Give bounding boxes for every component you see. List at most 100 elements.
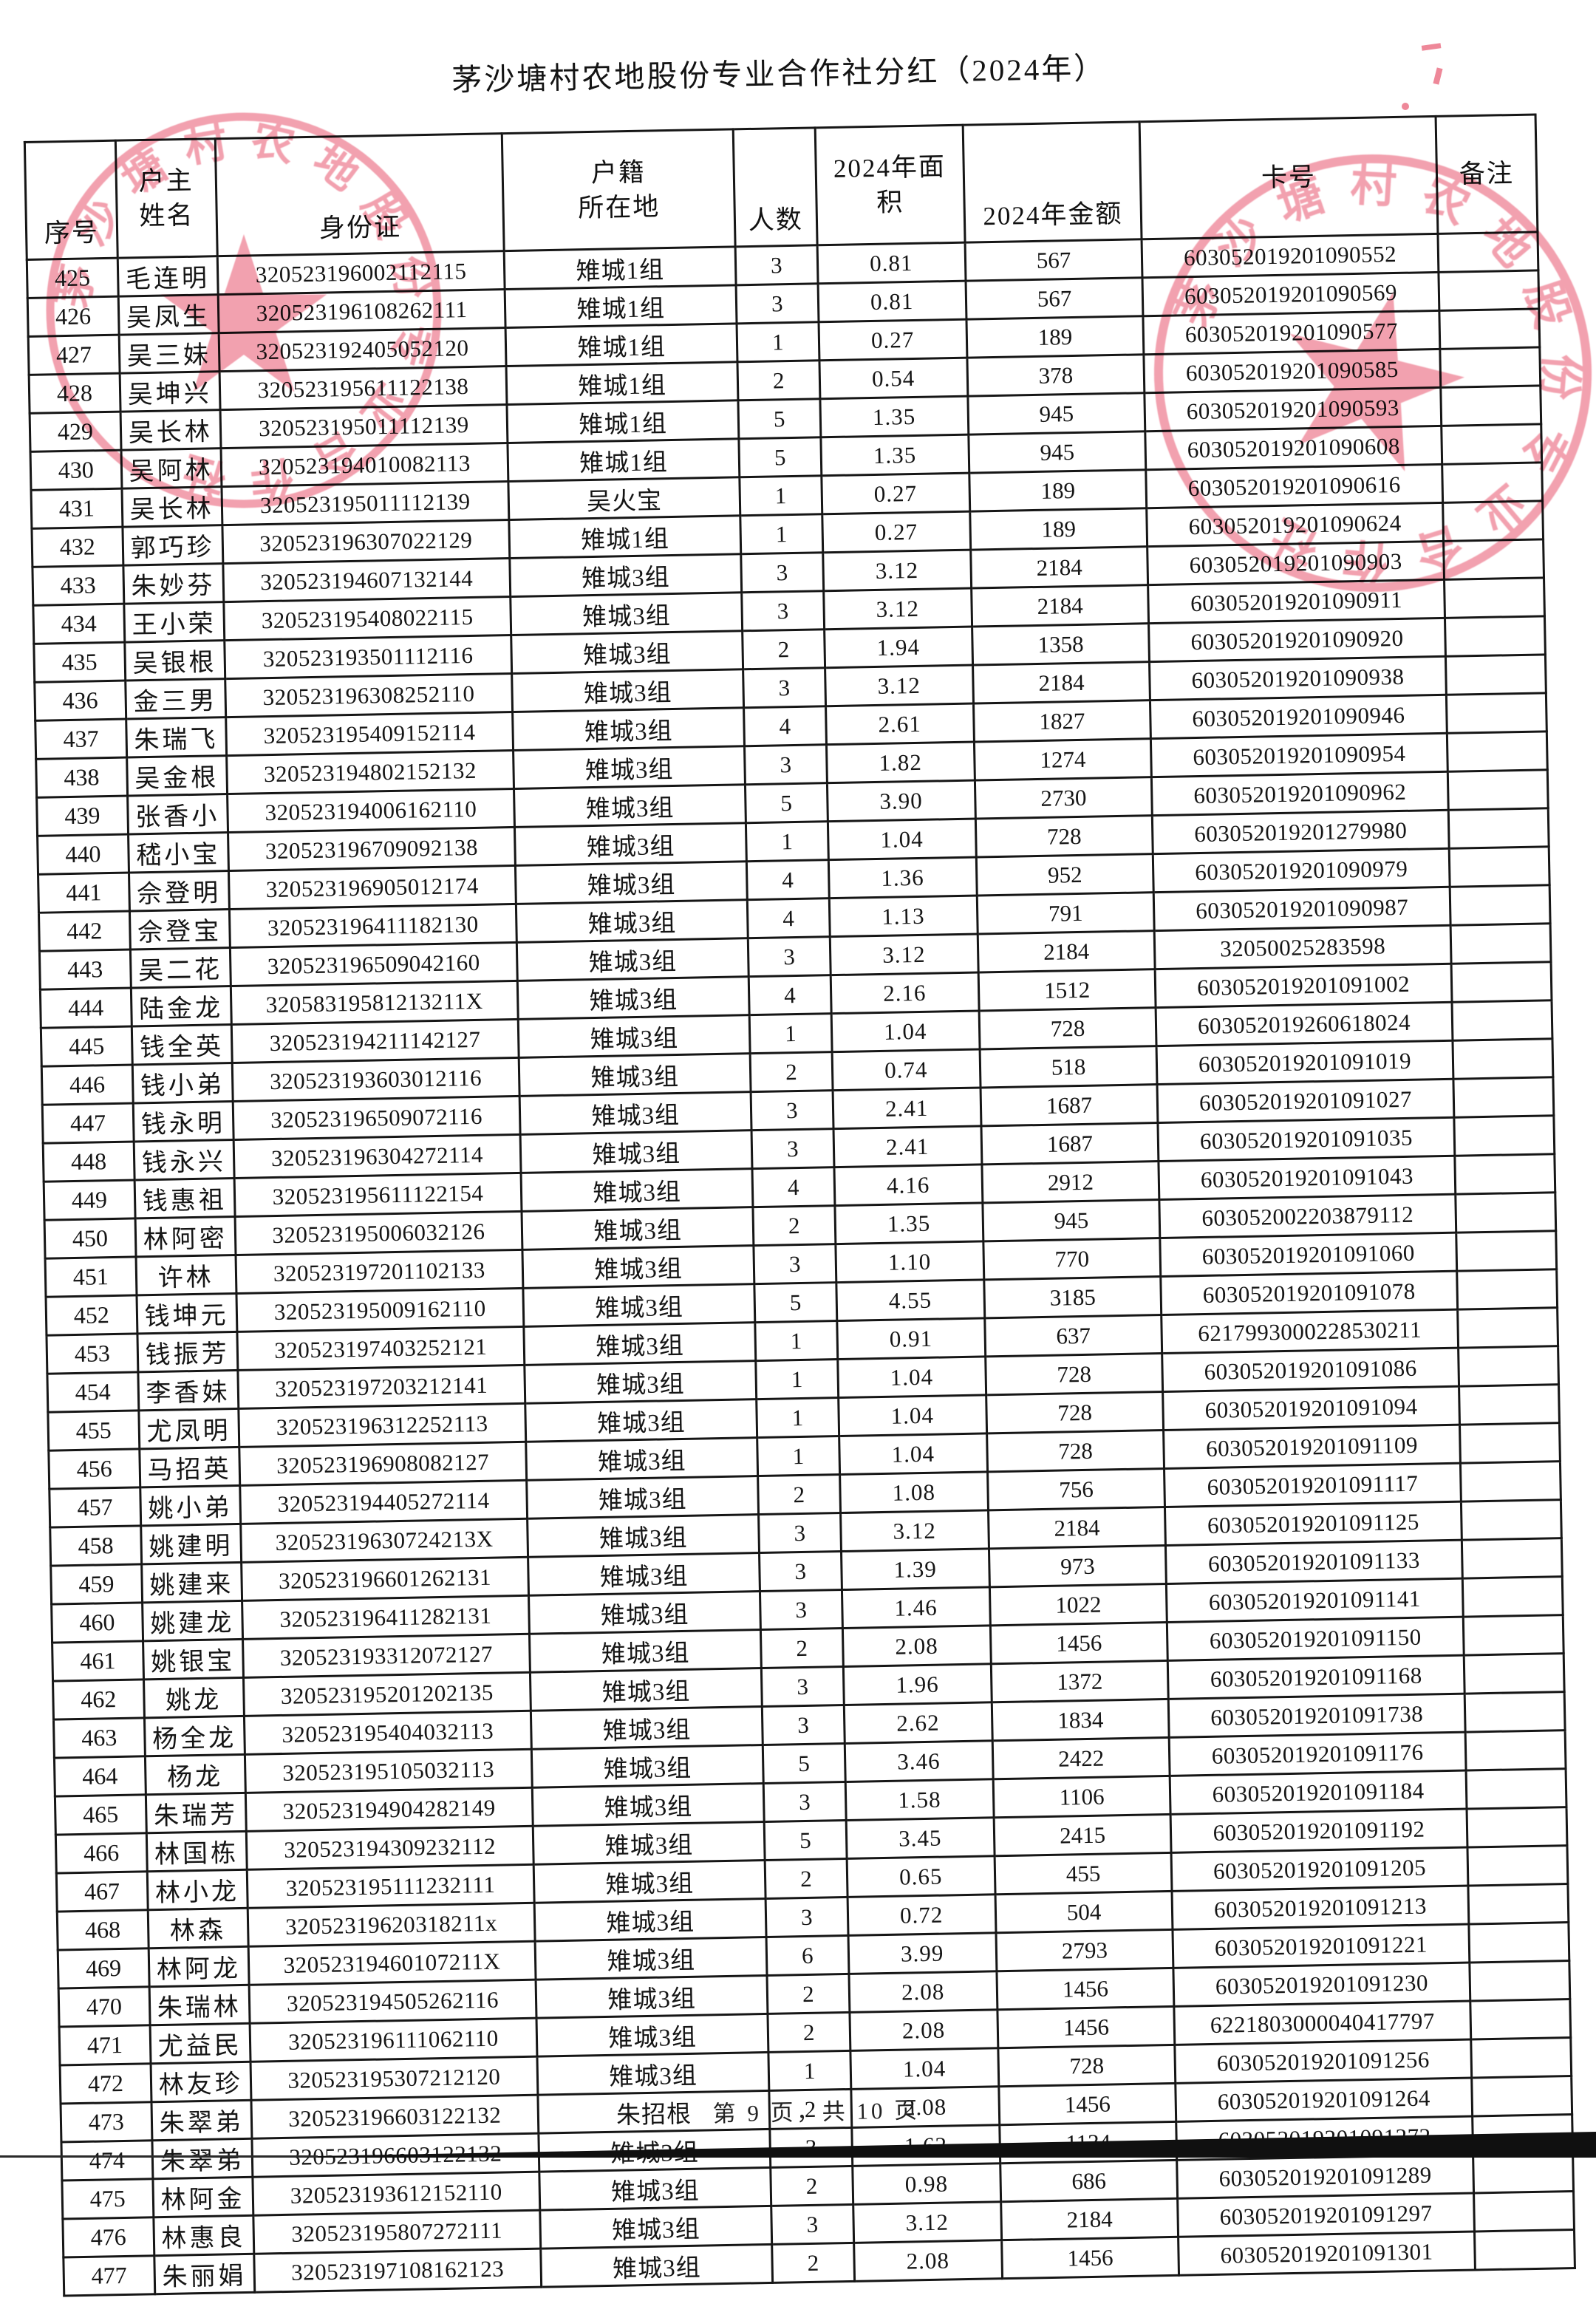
cell-id-number: 320523194211142127 [231, 1019, 519, 1063]
cell-note [1439, 347, 1541, 388]
scan-shadow-strip [0, 2155, 318, 2158]
cell-amount-2024: 2184 [971, 584, 1149, 627]
column-header-cell-people-count: 人数 [733, 127, 817, 247]
cell-index: 438 [35, 757, 128, 798]
cell-amount-2024: 728 [975, 815, 1153, 858]
cell-owner-name: 姚建来 [141, 1562, 242, 1603]
cell-residence: 雉城3组 [523, 1283, 755, 1327]
cell-owner-name: 吴长林 [120, 409, 221, 451]
cell-id-number: 320523196908082127 [239, 1442, 527, 1486]
cell-area-2024: 0.27 [818, 319, 967, 361]
cell-index: 450 [44, 1218, 136, 1259]
cell-owner-name: 钱坤元 [136, 1293, 237, 1334]
cell-note [1459, 1384, 1560, 1425]
cell-card-number: 603052019201091125 [1164, 1501, 1462, 1546]
cell-note [1439, 308, 1540, 350]
cell-note [1455, 1192, 1556, 1233]
cell-people-count: 3 [771, 2204, 854, 2245]
cell-id-number: 320523194802152132 [226, 750, 514, 794]
cell-note [1456, 1230, 1557, 1272]
cell-area-2024: 2.08 [849, 2009, 998, 2051]
cell-note [1464, 1691, 1566, 1733]
cell-card-number: 603052019201091205 [1171, 1847, 1468, 1892]
cell-area-2024: 1.96 [842, 1663, 992, 1705]
cell-owner-name: 林友珍 [150, 2062, 251, 2102]
cell-residence: 雉城3组 [534, 1898, 767, 1942]
cell-card-number: 603052019201090569 [1142, 272, 1439, 316]
cell-index: 472 [60, 2063, 151, 2104]
cell-note [1468, 1922, 1569, 1963]
cell-owner-name: 吴二花 [130, 947, 231, 989]
cell-card-number: 603052019201090624 [1146, 502, 1444, 547]
cell-people-count: 1 [739, 475, 822, 516]
cell-residence: 雉城3组 [510, 592, 743, 635]
cell-note [1461, 1499, 1562, 1541]
cell-card-number: 603052019201090911 [1147, 579, 1445, 624]
cell-residence: 雉城1组 [509, 515, 741, 559]
cell-people-count: 2 [753, 1205, 836, 1246]
cell-index: 477 [63, 2255, 155, 2296]
cell-id-number: 320523196002112115 [216, 250, 505, 295]
cell-owner-name: 王小荣 [123, 601, 225, 643]
cell-amount-2024: 1456 [997, 2006, 1175, 2048]
column-header-cell-amount-2024: 2024年金额 [963, 121, 1142, 243]
cell-residence: 雉城3组 [537, 2052, 769, 2096]
cell-amount-2024: 686 [1000, 2160, 1178, 2202]
cell-note [1444, 577, 1545, 618]
cell-residence: 雉城1组 [505, 284, 737, 328]
cell-amount-2024: 1687 [980, 1084, 1159, 1126]
cell-id-number: 320523194405272114 [239, 1480, 528, 1524]
cell-residence: 雉城1组 [506, 361, 739, 405]
cell-area-2024: 0.81 [817, 281, 966, 322]
cell-card-number: 603052019201090962 [1151, 771, 1449, 816]
column-header-cell-index: 序号 [24, 140, 117, 260]
cell-index: 469 [58, 1948, 149, 1989]
cell-residence: 雉城3组 [524, 1322, 756, 1365]
cell-people-count: 5 [738, 398, 821, 439]
cell-area-2024: 2.08 [848, 1971, 998, 2013]
cell-area-2024: 1.04 [839, 1433, 988, 1475]
cell-area-2024: 1.46 [841, 1586, 991, 1629]
cell-amount-2024: 791 [977, 892, 1155, 935]
cell-index: 459 [50, 1564, 143, 1605]
cell-card-number: 603052019201091117 [1164, 1463, 1462, 1507]
cell-owner-name: 吴坤兴 [119, 371, 220, 412]
cell-area-2024: 1.82 [825, 742, 975, 783]
cell-id-number: 320523192405052120 [218, 327, 507, 372]
table-body: 425 毛连明 320523196002112115 雉城1组 3 0.81 567 6030… [27, 231, 1575, 2296]
cell-area-2024: 1.10 [835, 1241, 984, 1283]
cell-index: 464 [54, 1756, 146, 1797]
cell-area-2024: 1.39 [840, 1548, 990, 1590]
cell-residence: 雉城3组 [533, 1860, 766, 1903]
cell-owner-name: 钱小弟 [132, 1063, 233, 1103]
cell-owner-name: 钱全英 [132, 1024, 232, 1066]
cell-owner-name: 钱振芳 [137, 1332, 238, 1372]
cell-people-count: 1 [755, 1359, 839, 1399]
cell-owner-name: 张香小 [127, 794, 228, 835]
cell-residence: 雉城3组 [520, 1130, 753, 1173]
cell-id-number: 320523195201202135 [243, 1672, 531, 1716]
cell-people-count: 5 [764, 1820, 847, 1861]
cell-id-number: 320523196111062110 [249, 2018, 538, 2062]
cell-amount-2024: 2184 [1000, 2198, 1179, 2240]
column-header-cell-card-number: 卡号 [1139, 116, 1438, 239]
cell-owner-name: 朱瑞飞 [126, 717, 227, 758]
cell-area-2024: 0.27 [821, 473, 970, 514]
cell-owner-name: 朱翠弟 [151, 2138, 253, 2179]
cell-owner-name: 林小龙 [146, 1869, 248, 1910]
cell-amount-2024: 378 [966, 354, 1145, 397]
cell-residence: 雉城1组 [508, 438, 740, 482]
cell-id-number: 320523197403252121 [236, 1326, 525, 1371]
cell-owner-name: 林阿密 [134, 1216, 236, 1257]
cell-index: 466 [55, 1832, 147, 1874]
cell-index: 447 [42, 1102, 134, 1144]
cell-people-count: 3 [765, 1897, 848, 1937]
cell-area-2024: 4.55 [836, 1279, 985, 1321]
cell-card-number: 603052019201091256 [1174, 2039, 1472, 2084]
cell-card-number: 603052019201091133 [1165, 1540, 1463, 1584]
cell-area-2024: 1.36 [828, 857, 978, 899]
cell-owner-name: 吴银根 [124, 640, 225, 681]
cell-people-count: 4 [743, 706, 826, 746]
cell-card-number: 603052019201090979 [1153, 848, 1450, 893]
cell-people-count: 6 [766, 1935, 849, 1976]
